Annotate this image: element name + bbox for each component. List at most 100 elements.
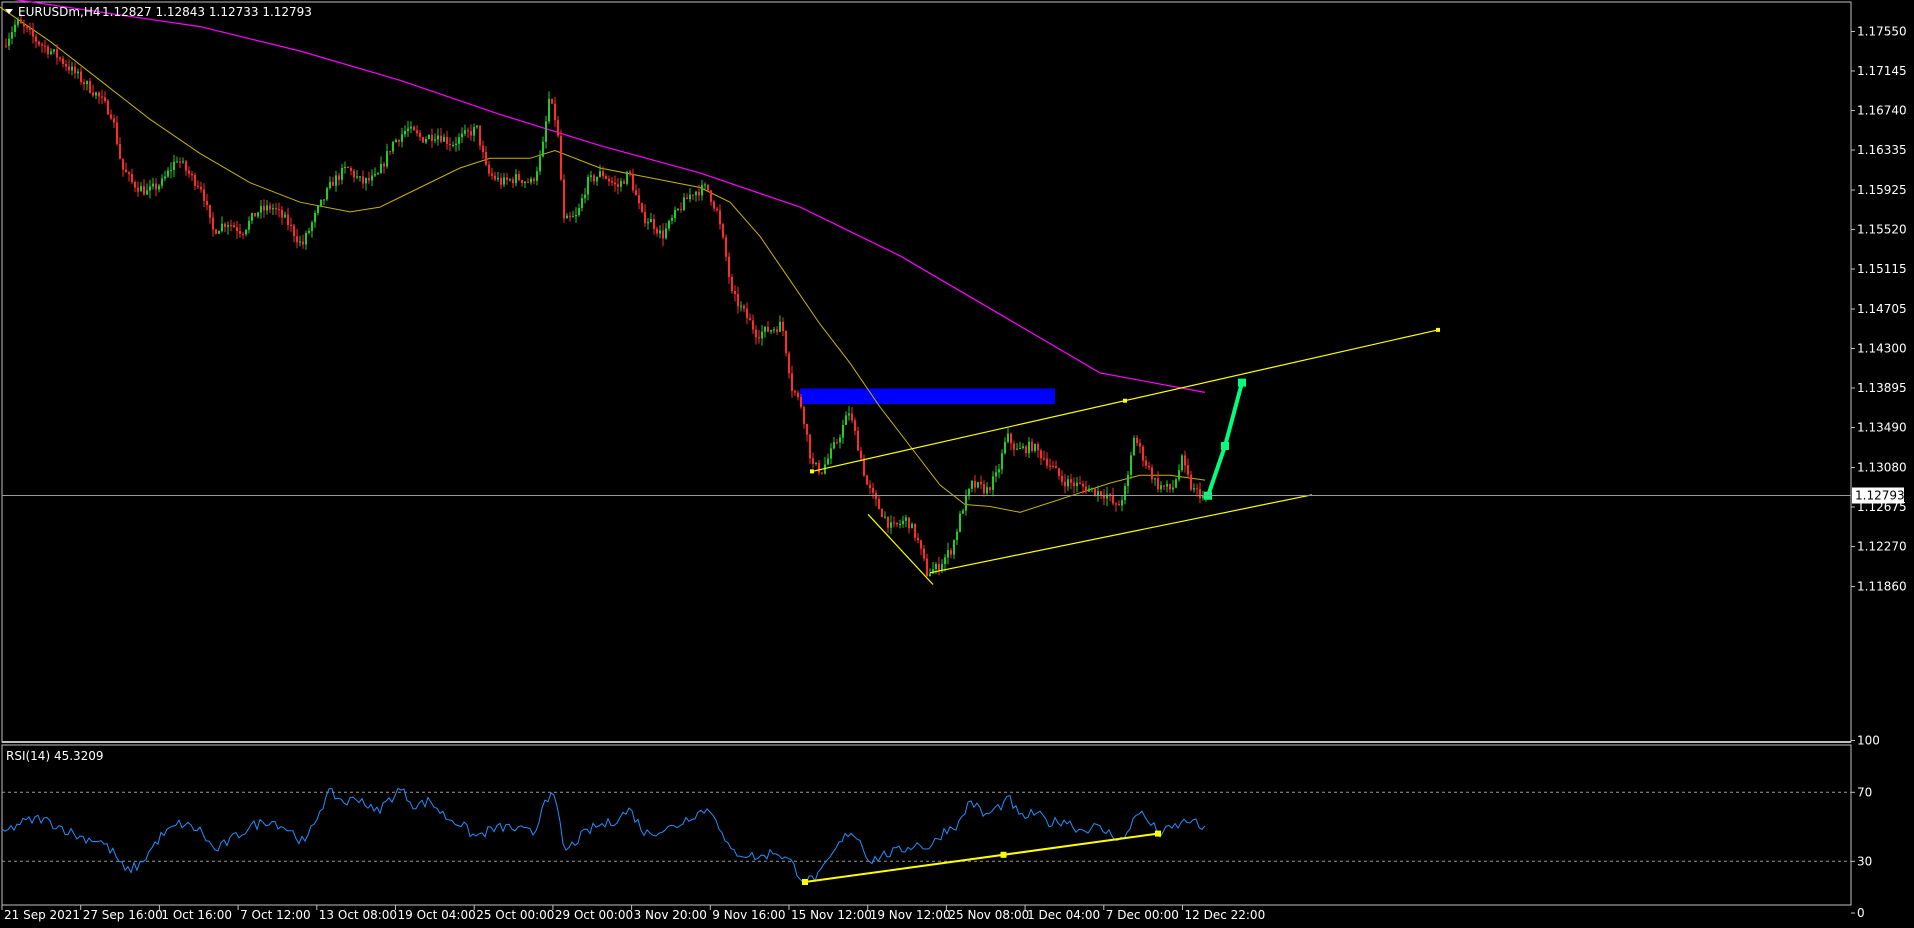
candle-body — [722, 224, 724, 238]
candle — [422, 136, 424, 144]
candle-body — [5, 45, 7, 47]
candle-body — [704, 184, 706, 186]
candle — [698, 184, 700, 201]
price-tick-label: 1.17145 — [1857, 64, 1907, 78]
candle-body — [452, 145, 454, 146]
candle — [503, 172, 505, 188]
candle — [1127, 470, 1129, 494]
candle — [440, 127, 442, 144]
candle — [1055, 460, 1057, 469]
candle-body — [983, 484, 985, 494]
candle — [359, 176, 361, 182]
candle — [1124, 483, 1126, 505]
candle-body — [326, 188, 328, 200]
candle-body — [377, 173, 379, 175]
candle — [59, 56, 61, 62]
candle-body — [188, 170, 190, 174]
candle-body — [884, 516, 886, 518]
candle — [911, 522, 913, 529]
candle-body — [164, 176, 166, 179]
candle — [647, 218, 649, 230]
candle-body — [545, 121, 547, 142]
candle-body — [848, 413, 850, 416]
candle — [905, 514, 907, 528]
candle — [1118, 500, 1120, 506]
candle-body — [1172, 487, 1174, 490]
candle-body — [1190, 474, 1192, 490]
time-tick-label: 9 Nov 16:00 — [712, 908, 785, 922]
candle-body — [908, 517, 910, 529]
candle — [623, 178, 625, 184]
candle — [125, 162, 127, 173]
trendlines-layer[interactable] — [810, 327, 1440, 585]
candle-body — [962, 510, 964, 514]
candle — [572, 210, 574, 218]
candle — [374, 167, 376, 177]
candle-body — [1010, 433, 1012, 444]
candle — [602, 166, 604, 180]
candle-body — [134, 182, 136, 188]
candle — [872, 482, 874, 499]
candle — [1187, 458, 1189, 478]
candle — [302, 234, 304, 249]
dropdown-triangle-icon[interactable] — [5, 9, 13, 14]
candle — [653, 214, 655, 235]
candle-body — [17, 19, 19, 25]
candle-body — [245, 229, 247, 235]
candle — [635, 184, 637, 196]
candle — [437, 128, 439, 146]
candle — [1040, 448, 1042, 465]
candle — [977, 481, 979, 489]
candle-body — [26, 26, 28, 29]
candle-body — [353, 170, 355, 178]
candle-body — [533, 178, 535, 181]
candle-body — [821, 472, 823, 474]
candle — [716, 206, 718, 213]
candle — [701, 179, 703, 201]
candle — [473, 123, 475, 142]
candle-body — [767, 326, 769, 332]
candle-body — [569, 215, 571, 217]
candle-body — [161, 178, 163, 186]
candle — [836, 438, 838, 445]
candle-body — [299, 241, 301, 243]
candle — [1001, 449, 1003, 475]
candle — [794, 389, 796, 396]
candle-body — [173, 161, 175, 170]
candle — [620, 177, 622, 192]
candle — [227, 221, 229, 235]
candle-body — [581, 198, 583, 208]
candle — [485, 145, 487, 167]
candle-body — [917, 537, 919, 541]
candle — [116, 115, 118, 146]
candle-body — [1166, 483, 1168, 487]
candle — [233, 221, 235, 228]
candle — [389, 150, 391, 156]
candle — [809, 433, 811, 464]
candle — [323, 199, 325, 205]
candle-body — [890, 522, 892, 528]
candle — [149, 179, 151, 199]
candle-body — [77, 71, 79, 74]
candle — [734, 285, 736, 302]
candle — [83, 78, 85, 91]
candle — [416, 125, 418, 137]
candle — [1166, 480, 1168, 493]
candle-body — [218, 231, 220, 234]
price-tick-label: 1.15925 — [1857, 183, 1907, 197]
candle — [542, 136, 544, 158]
candle-body — [437, 135, 439, 140]
candle-body — [296, 236, 298, 243]
candle — [230, 219, 232, 232]
candle — [341, 163, 343, 185]
candle — [104, 91, 106, 104]
candle-body — [281, 209, 283, 218]
candle-body — [323, 199, 325, 201]
candle-body — [305, 233, 307, 245]
candle-body — [677, 208, 679, 210]
candle — [77, 68, 79, 79]
candle-body — [680, 208, 682, 211]
candle-body — [149, 186, 151, 191]
candle — [1070, 473, 1072, 490]
